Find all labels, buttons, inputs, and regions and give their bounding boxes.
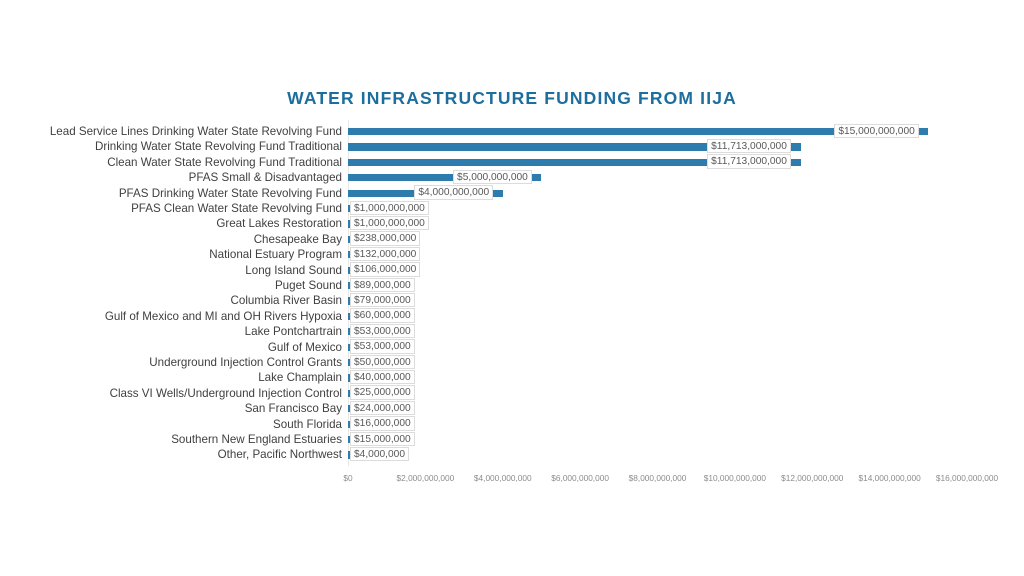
- bar[interactable]: [348, 389, 350, 397]
- bar[interactable]: [348, 374, 350, 382]
- bar-row[interactable]: $15,000,000: [348, 431, 967, 447]
- category-label: Lake Pontchartrain: [244, 325, 342, 339]
- value-axis-ticks: $0 $2,000,000,000 $4,000,000,000 $6,000,000…: [0, 472, 1024, 488]
- category-label: Great Lakes Restoration: [216, 217, 342, 231]
- x-tick-label: $4,000,000,000: [473, 473, 532, 483]
- bar[interactable]: [348, 282, 352, 290]
- bar[interactable]: [348, 343, 351, 351]
- bar-row[interactable]: $4,000,000: [348, 446, 967, 462]
- category-label: Drinking Water State Revolving Fund Trad…: [94, 140, 342, 154]
- bar[interactable]: [348, 328, 351, 336]
- category-label: Puget Sound: [274, 279, 342, 292]
- value-axis-line: [348, 120, 349, 466]
- bar-data-label: $132,000,000: [350, 246, 421, 262]
- bar-data-label: $15,000,000,000: [834, 123, 919, 138]
- category-label: Class VI Wells/Underground Injection Con…: [109, 386, 342, 400]
- bar[interactable]: [348, 405, 350, 413]
- category-label: South Florida: [273, 417, 342, 431]
- bar-row[interactable]: $5,000,000,000: [348, 169, 967, 185]
- bar-data-label: $1,000,000,000: [350, 215, 429, 231]
- bar-row[interactable]: $60,000,000: [348, 308, 967, 324]
- category-axis-labels: Lead Service Lines Drinking Water State …: [0, 120, 342, 466]
- category-label: Gulf of Mexico and MI and OH Rivers Hypo…: [104, 309, 342, 323]
- bar-data-label: $4,000,000,000: [414, 185, 494, 200]
- category-label: Gulf of Mexico: [267, 340, 342, 354]
- bar-data-label: $106,000,000: [350, 262, 421, 277]
- bar-row[interactable]: $50,000,000: [348, 354, 967, 370]
- category-label: Clean Water State Revolving Fund Traditi…: [107, 155, 342, 169]
- bar-row[interactable]: $4,000,000,000: [348, 185, 967, 201]
- bar-data-label: $25,000,000: [350, 385, 415, 400]
- category-label: PFAS Drinking Water State Revolving Fund: [118, 186, 342, 200]
- bar[interactable]: [348, 174, 542, 182]
- category-label: National Estuary Program: [209, 248, 342, 262]
- category-label: Southern New England Estuaries: [171, 433, 342, 446]
- bar-row[interactable]: $11,713,000,000: [348, 154, 967, 170]
- bar-series: $15,000,000,000 $11,713,000,000 $11,713,00…: [348, 120, 1008, 466]
- bar-row[interactable]: $238,000,000: [348, 231, 967, 247]
- bar-data-label: $1,000,000,000: [350, 200, 429, 215]
- category-label: Chesapeake Bay: [253, 232, 342, 246]
- category-label: Lake Champlain: [258, 371, 342, 385]
- x-tick-label: $12,000,000,000: [781, 473, 844, 483]
- bar[interactable]: [348, 436, 350, 444]
- bar[interactable]: [348, 420, 350, 428]
- category-label: Lead Service Lines Drinking Water State …: [49, 125, 342, 138]
- plot-area: Lead Service Lines Drinking Water State …: [0, 120, 1024, 470]
- bar-row[interactable]: $79,000,000: [348, 292, 967, 308]
- bar-row[interactable]: $16,000,000: [348, 416, 967, 432]
- bar-row[interactable]: $25,000,000: [348, 385, 967, 401]
- bar-data-label: $60,000,000: [350, 308, 415, 323]
- category-label: Long Island Sound: [245, 263, 342, 277]
- bar-data-label: $53,000,000: [350, 323, 415, 339]
- category-label: PFAS Clean Water State Revolving Fund: [131, 202, 342, 215]
- bar-data-label: $5,000,000,000: [453, 169, 532, 185]
- x-tick-label: $2,000,000,000: [396, 473, 455, 483]
- bar[interactable]: [348, 359, 350, 367]
- x-tick-label: $8,000,000,000: [628, 473, 687, 483]
- bar[interactable]: [348, 128, 929, 136]
- bar-row[interactable]: $24,000,000: [348, 400, 967, 416]
- bar-data-label: $40,000,000: [350, 369, 415, 385]
- bar[interactable]: [348, 312, 351, 320]
- bar-row[interactable]: $106,000,000: [348, 262, 967, 278]
- bar-data-label: $15,000,000: [350, 431, 415, 446]
- x-tick-label: $0: [343, 473, 353, 483]
- bar-data-label: $53,000,000: [350, 339, 415, 354]
- x-tick-label: $16,000,000,000: [935, 473, 999, 483]
- bar-row[interactable]: $15,000,000,000: [348, 123, 967, 139]
- bar[interactable]: [348, 451, 350, 459]
- bar-data-label: $4,000,000: [350, 446, 409, 462]
- x-tick-label: $14,000,000,000: [858, 473, 921, 483]
- bar[interactable]: [348, 143, 802, 151]
- bar-row[interactable]: $1,000,000,000: [348, 215, 967, 231]
- category-label: San Francisco Bay: [244, 402, 342, 416]
- bar-data-label: $238,000,000: [350, 231, 421, 246]
- bar-data-label: $24,000,000: [350, 400, 415, 416]
- bar-data-label: $16,000,000: [350, 416, 415, 431]
- bar-data-label: $11,713,000,000: [707, 154, 791, 169]
- bar-row[interactable]: $53,000,000: [348, 339, 967, 355]
- x-tick-label: $10,000,000,000: [703, 473, 767, 483]
- bar-data-label: $79,000,000: [350, 292, 415, 308]
- bar-row[interactable]: $53,000,000: [348, 323, 967, 339]
- bar-row[interactable]: $11,713,000,000: [348, 138, 967, 154]
- category-label: PFAS Small & Disadvantaged: [188, 171, 342, 185]
- bar-row[interactable]: $89,000,000: [348, 277, 967, 293]
- category-label: Other, Pacific Northwest: [217, 448, 342, 462]
- chart-title: WATER INFRASTRUCTURE FUNDING FROM IIJA: [287, 88, 737, 108]
- x-tick-label: $6,000,000,000: [551, 473, 609, 483]
- bar[interactable]: [348, 297, 352, 305]
- bar-row[interactable]: $1,000,000,000: [348, 200, 967, 216]
- category-label: Underground Injection Control Grants: [149, 356, 342, 369]
- bar-row[interactable]: $132,000,000: [348, 246, 967, 262]
- category-label: Columbia River Basin: [230, 294, 342, 308]
- bar-row[interactable]: $40,000,000: [348, 369, 967, 385]
- bar-data-label: $11,713,000,000: [707, 138, 791, 154]
- bar[interactable]: [348, 158, 802, 166]
- bar-data-label: $50,000,000: [350, 354, 415, 369]
- bar-data-label: $89,000,000: [350, 277, 415, 292]
